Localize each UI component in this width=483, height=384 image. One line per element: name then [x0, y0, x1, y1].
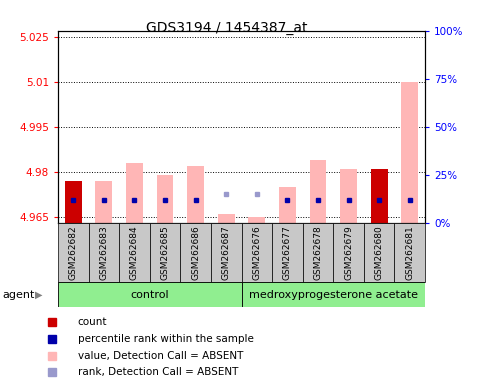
Text: agent: agent	[2, 290, 35, 300]
FancyBboxPatch shape	[119, 223, 150, 282]
FancyBboxPatch shape	[150, 223, 180, 282]
Text: percentile rank within the sample: percentile rank within the sample	[78, 334, 254, 344]
Bar	[371, 169, 387, 223]
FancyBboxPatch shape	[272, 223, 303, 282]
Text: GSM262679: GSM262679	[344, 226, 353, 280]
Bar	[65, 181, 82, 223]
Text: control: control	[130, 290, 169, 300]
Bar	[156, 175, 173, 223]
FancyBboxPatch shape	[242, 282, 425, 307]
FancyBboxPatch shape	[88, 223, 119, 282]
Text: GSM262685: GSM262685	[160, 226, 170, 280]
Text: GSM262686: GSM262686	[191, 226, 200, 280]
FancyBboxPatch shape	[242, 223, 272, 282]
FancyBboxPatch shape	[211, 223, 242, 282]
Bar	[310, 160, 327, 223]
Text: GSM262684: GSM262684	[130, 226, 139, 280]
Bar	[371, 169, 387, 223]
FancyBboxPatch shape	[364, 223, 395, 282]
Text: GSM262681: GSM262681	[405, 226, 414, 280]
FancyBboxPatch shape	[303, 223, 333, 282]
FancyBboxPatch shape	[333, 223, 364, 282]
Text: GSM262677: GSM262677	[283, 226, 292, 280]
Text: GSM262687: GSM262687	[222, 226, 231, 280]
Text: count: count	[78, 318, 107, 328]
FancyBboxPatch shape	[58, 282, 242, 307]
Bar	[279, 187, 296, 223]
FancyBboxPatch shape	[58, 223, 88, 282]
Text: ▶: ▶	[35, 290, 43, 300]
Bar	[187, 166, 204, 223]
Bar	[96, 181, 112, 223]
Bar	[401, 82, 418, 223]
Bar	[340, 169, 357, 223]
Text: GSM262683: GSM262683	[99, 226, 108, 280]
Text: medroxyprogesterone acetate: medroxyprogesterone acetate	[249, 290, 418, 300]
Bar	[218, 214, 235, 223]
FancyBboxPatch shape	[180, 223, 211, 282]
Text: GDS3194 / 1454387_at: GDS3194 / 1454387_at	[146, 21, 308, 35]
Bar	[65, 181, 82, 223]
FancyBboxPatch shape	[395, 223, 425, 282]
Text: GSM262678: GSM262678	[313, 226, 323, 280]
Bar	[248, 217, 265, 223]
Text: rank, Detection Call = ABSENT: rank, Detection Call = ABSENT	[78, 367, 238, 377]
Text: GSM262682: GSM262682	[69, 226, 78, 280]
Bar	[126, 163, 143, 223]
Text: value, Detection Call = ABSENT: value, Detection Call = ABSENT	[78, 351, 243, 361]
Text: GSM262676: GSM262676	[252, 226, 261, 280]
Text: GSM262680: GSM262680	[375, 226, 384, 280]
